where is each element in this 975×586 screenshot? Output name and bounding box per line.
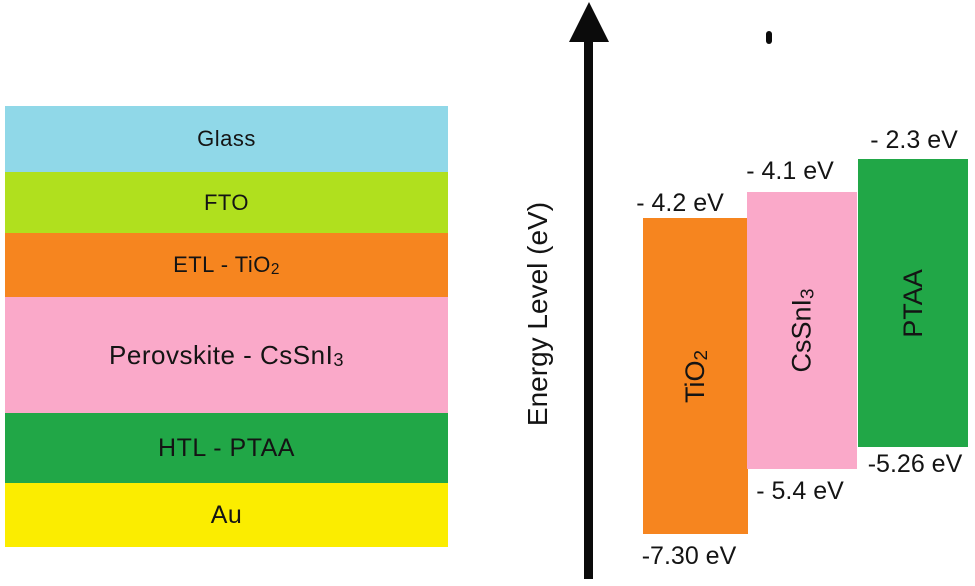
stray-mark xyxy=(766,31,772,44)
layer-htl-ptaa: HTL - PTAA xyxy=(5,413,448,483)
energy-bar-tio2: TiO2 xyxy=(643,218,748,534)
ptaa-top-energy-label: - 2.3 eV xyxy=(870,126,958,154)
layer-perovskite-cssni3: Perovskite - CsSnI3 xyxy=(5,297,448,413)
cssni3-bottom-energy-label: - 5.4 eV xyxy=(756,477,844,505)
layer-glass-label: Glass xyxy=(197,126,256,151)
layer-fto-label: FTO xyxy=(203,189,250,215)
energy-axis-label: Energy Level (eV) xyxy=(522,201,553,427)
cssni3-top-energy-label: - 4.1 eV xyxy=(746,157,834,185)
layer-perovskite-subscript: 3 xyxy=(333,350,344,371)
layer-au-label: Au xyxy=(210,500,243,529)
energy-axis-arrowhead-icon xyxy=(569,2,609,42)
energy-bar-cssni3: CsSnI3 xyxy=(747,192,857,469)
layer-etl-tio2: ETL - TiO2 xyxy=(5,233,448,297)
energy-bar-ptaa: PTAA xyxy=(858,159,968,447)
layer-etl-tio2-label: ETL - TiO2 xyxy=(173,252,280,279)
energy-axis-arrow-shaft xyxy=(584,36,593,579)
layer-au: Au xyxy=(5,483,448,547)
tio2-bottom-energy-label: -7.30 eV xyxy=(641,542,737,570)
layer-perovskite-label: Perovskite - CsSnI3 xyxy=(109,339,344,371)
layer-fto: FTO xyxy=(5,172,448,233)
layer-etl-tio2-subscript: 2 xyxy=(270,261,280,279)
energy-bar-cssni3-subscript: 3 xyxy=(797,288,819,299)
energy-bar-cssni3-label: CsSnI3 xyxy=(786,288,819,373)
tio2-top-energy-label: - 4.2 eV xyxy=(636,189,724,217)
layer-htl-ptaa-label: HTL - PTAA xyxy=(158,433,295,462)
energy-bar-tio2-label: TiO2 xyxy=(679,349,712,403)
energy-bar-ptaa-label: PTAA xyxy=(897,268,928,338)
layer-glass: Glass xyxy=(5,106,448,172)
ptaa-bottom-energy-label: -5.26 eV xyxy=(867,450,963,478)
device-stack: Glass FTO ETL - TiO2 Perovskite - CsSnI3… xyxy=(5,106,448,547)
energy-bar-tio2-subscript: 2 xyxy=(690,349,712,361)
